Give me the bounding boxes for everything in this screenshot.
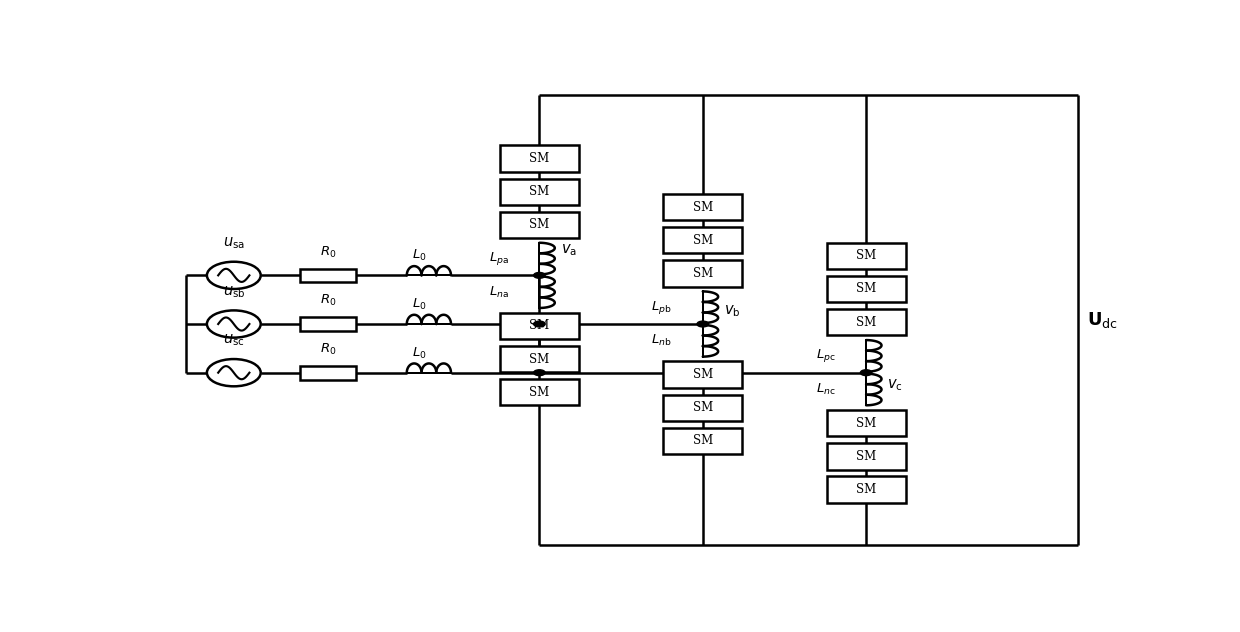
Bar bbox=[827, 243, 905, 269]
Bar bbox=[500, 313, 579, 339]
Text: $R_{0}$: $R_{0}$ bbox=[320, 293, 336, 308]
Text: SM: SM bbox=[529, 386, 549, 399]
Text: $v_{\rm a}$: $v_{\rm a}$ bbox=[560, 243, 577, 258]
Text: SM: SM bbox=[529, 319, 549, 332]
Text: $L_{0}$: $L_{0}$ bbox=[412, 346, 427, 360]
Bar bbox=[663, 227, 743, 253]
Text: SM: SM bbox=[693, 201, 713, 214]
Text: SM: SM bbox=[529, 185, 549, 198]
Circle shape bbox=[207, 310, 260, 337]
Bar bbox=[827, 477, 905, 502]
Bar bbox=[500, 346, 579, 372]
Circle shape bbox=[533, 370, 546, 375]
Bar bbox=[500, 379, 579, 405]
Circle shape bbox=[533, 272, 546, 278]
Bar bbox=[663, 194, 743, 221]
Circle shape bbox=[697, 321, 708, 327]
Bar bbox=[827, 410, 905, 437]
Text: SM: SM bbox=[529, 353, 549, 365]
Text: SM: SM bbox=[856, 483, 877, 496]
Text: $L_{n{\rm a}}$: $L_{n{\rm a}}$ bbox=[489, 284, 508, 300]
Circle shape bbox=[207, 262, 260, 289]
Bar bbox=[827, 443, 905, 470]
Bar bbox=[300, 366, 356, 379]
Text: $L_{0}$: $L_{0}$ bbox=[412, 248, 427, 263]
Text: SM: SM bbox=[693, 401, 713, 414]
Text: $L_{p{\rm b}}$: $L_{p{\rm b}}$ bbox=[651, 299, 672, 316]
Bar bbox=[663, 428, 743, 454]
Circle shape bbox=[207, 359, 260, 386]
Text: SM: SM bbox=[529, 152, 549, 165]
Text: SM: SM bbox=[693, 434, 713, 447]
Text: $v_{\rm b}$: $v_{\rm b}$ bbox=[724, 303, 740, 319]
Text: $R_{0}$: $R_{0}$ bbox=[320, 245, 336, 260]
Text: $\mathbf{U}_{\rm dc}$: $\mathbf{U}_{\rm dc}$ bbox=[1087, 310, 1118, 331]
Bar bbox=[500, 145, 579, 172]
Text: SM: SM bbox=[856, 250, 877, 262]
Circle shape bbox=[533, 321, 546, 327]
Circle shape bbox=[861, 370, 872, 375]
Bar bbox=[663, 394, 743, 421]
Text: SM: SM bbox=[693, 368, 713, 381]
Text: $L_{n{\rm b}}$: $L_{n{\rm b}}$ bbox=[651, 333, 672, 348]
Text: $u_{\rm sc}$: $u_{\rm sc}$ bbox=[223, 332, 244, 348]
Text: SM: SM bbox=[856, 416, 877, 430]
Bar bbox=[663, 362, 743, 388]
Bar bbox=[300, 269, 356, 282]
Text: SM: SM bbox=[693, 234, 713, 247]
Bar bbox=[500, 178, 579, 205]
Text: $L_{n{\rm c}}$: $L_{n{\rm c}}$ bbox=[816, 382, 836, 397]
Bar bbox=[300, 317, 356, 331]
Text: $v_{\rm c}$: $v_{\rm c}$ bbox=[888, 377, 903, 393]
Bar bbox=[827, 276, 905, 302]
Text: SM: SM bbox=[693, 267, 713, 280]
Text: $u_{\rm sb}$: $u_{\rm sb}$ bbox=[222, 284, 246, 300]
Text: $L_{p{\rm c}}$: $L_{p{\rm c}}$ bbox=[816, 348, 836, 365]
Text: SM: SM bbox=[529, 218, 549, 231]
Text: SM: SM bbox=[856, 315, 877, 329]
Bar bbox=[827, 309, 905, 335]
Text: $u_{\rm sa}$: $u_{\rm sa}$ bbox=[223, 235, 244, 251]
Bar bbox=[663, 260, 743, 286]
Text: SM: SM bbox=[856, 450, 877, 463]
Text: $R_{0}$: $R_{0}$ bbox=[320, 342, 336, 357]
Text: $L_{p{\rm a}}$: $L_{p{\rm a}}$ bbox=[489, 250, 508, 267]
Text: SM: SM bbox=[856, 283, 877, 296]
Bar bbox=[500, 212, 579, 238]
Text: $L_{0}$: $L_{0}$ bbox=[412, 297, 427, 312]
